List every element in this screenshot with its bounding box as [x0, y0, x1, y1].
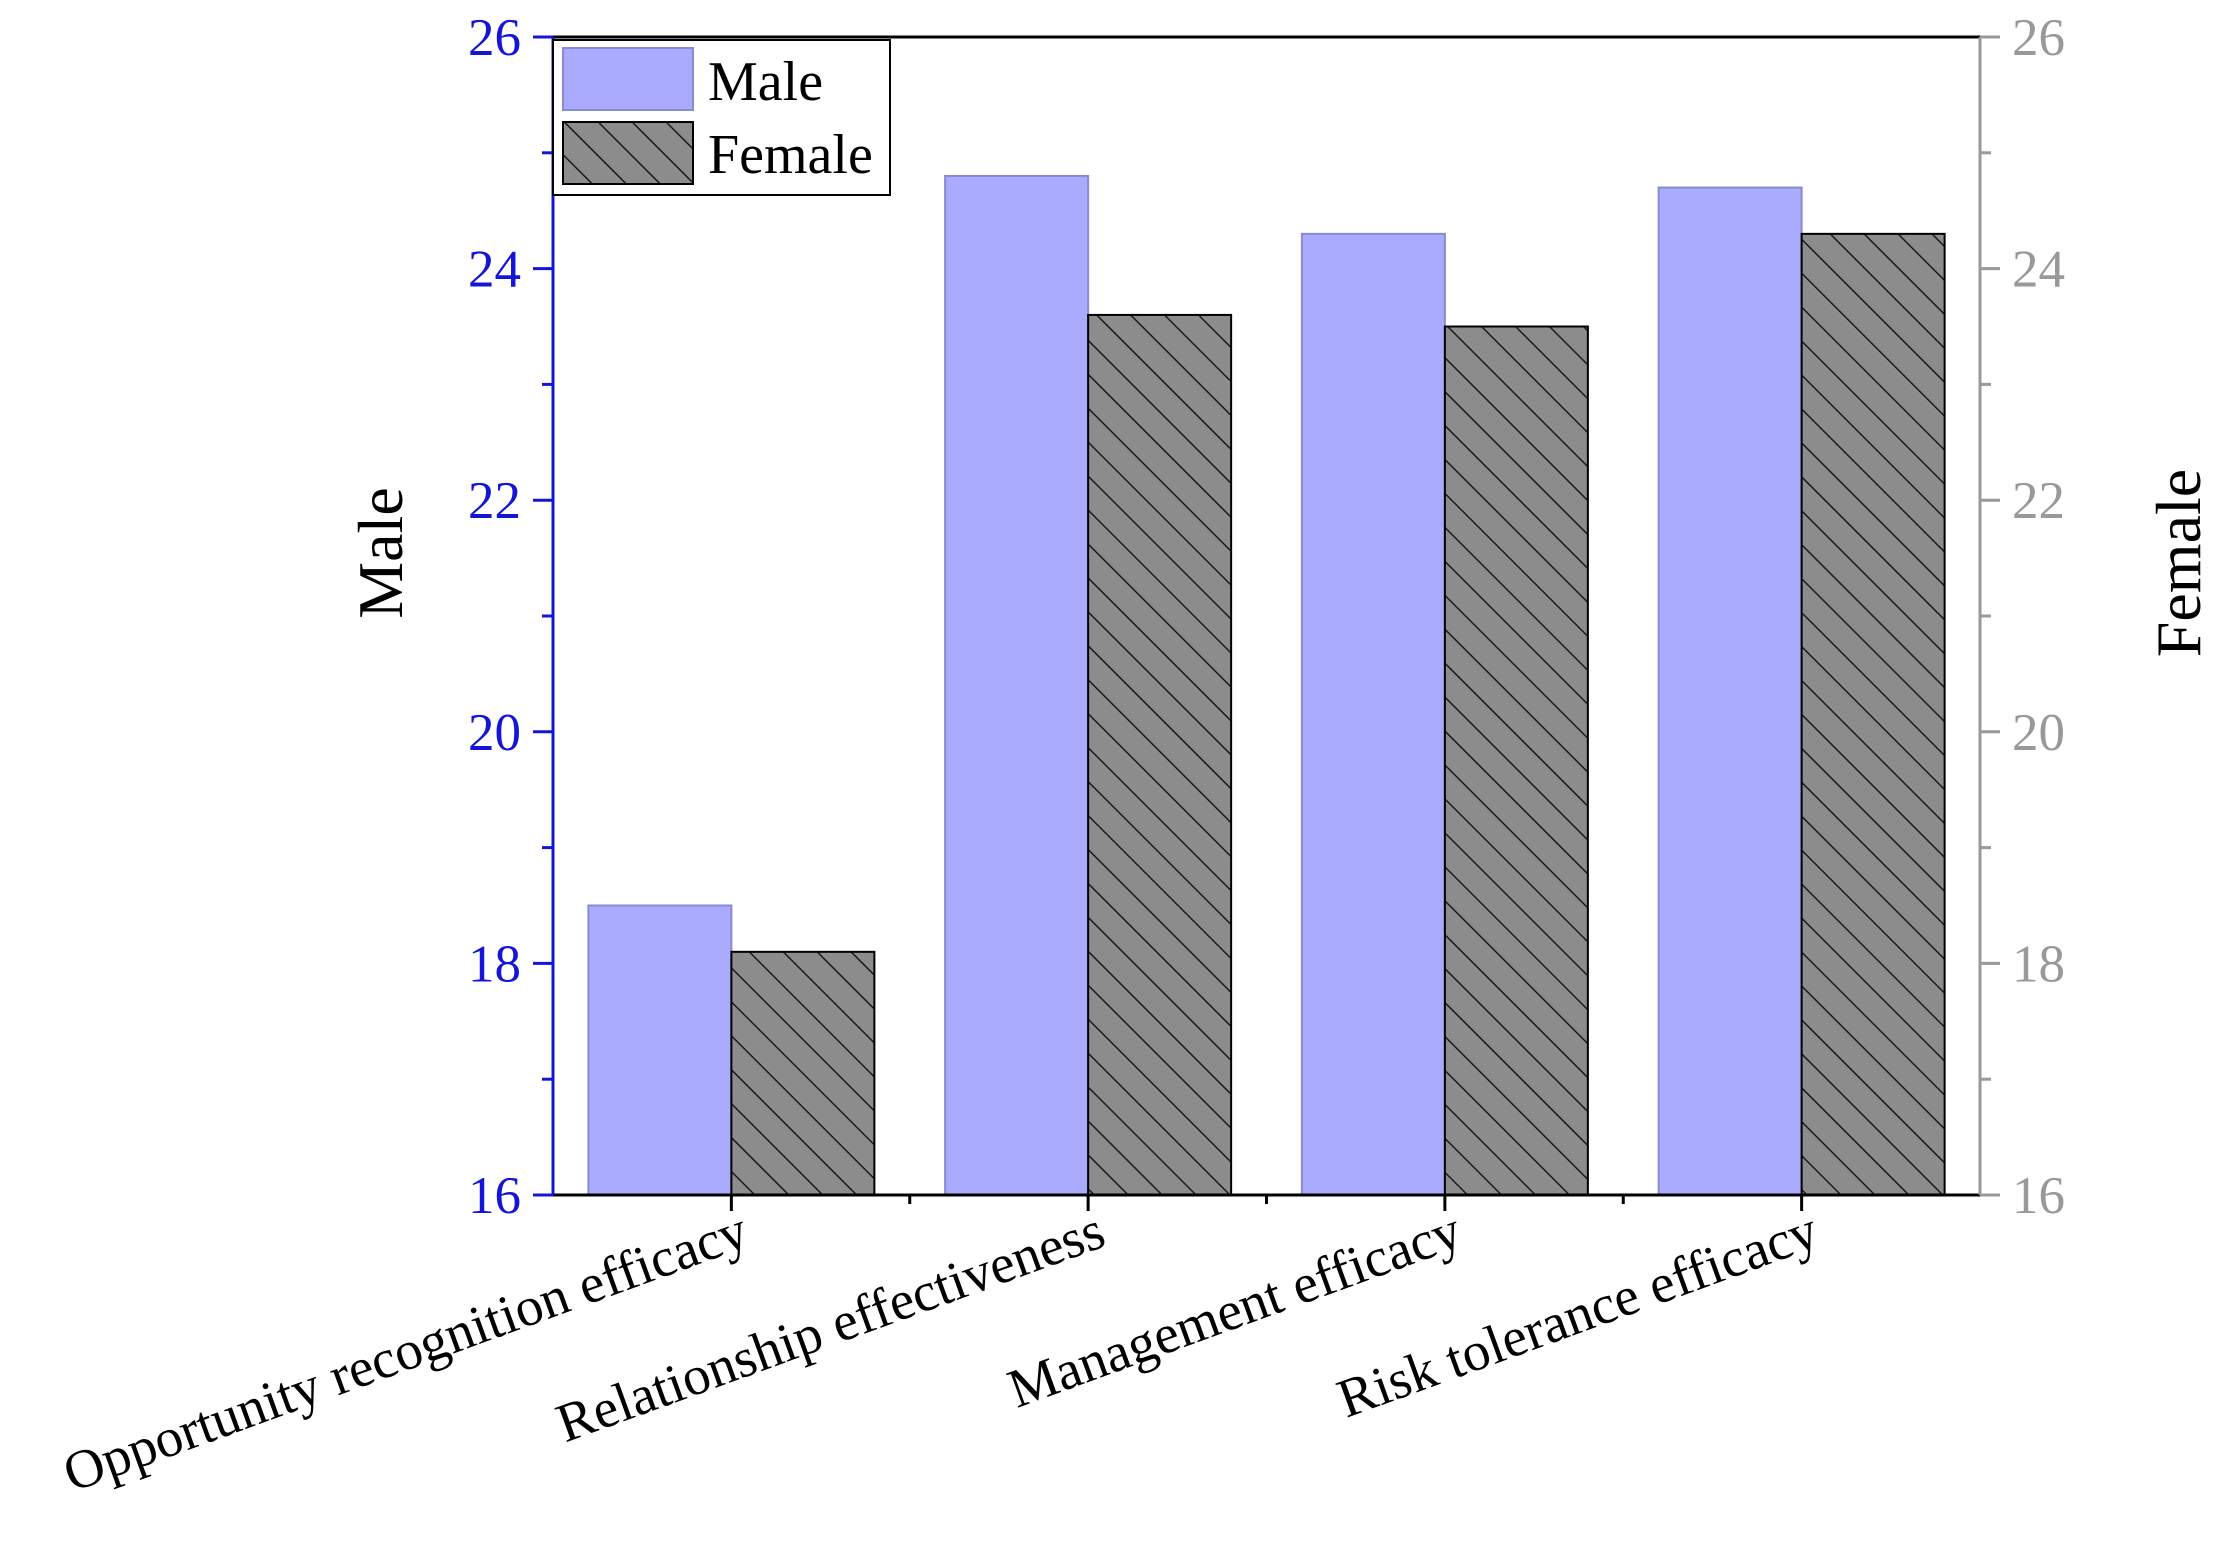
x-tick-label-0: Opportunity recognition efficacy — [55, 1199, 756, 1504]
y-axis-title-right: Female — [2143, 469, 2214, 657]
legend: Male Female — [552, 39, 891, 196]
y-tick-label-left-2: 20 — [468, 704, 521, 762]
y-tick-label-left-3: 22 — [468, 472, 521, 530]
y-tick-label-right-3: 22 — [2012, 472, 2065, 530]
legend-swatch-female — [562, 121, 694, 185]
y-tick-label-left-1: 18 — [468, 935, 521, 993]
y-axis-title-left: Male — [345, 487, 416, 619]
legend-label-female: Female — [708, 124, 873, 186]
bar-female-1 — [1087, 313, 1233, 1197]
y-tick-label-right-4: 24 — [2012, 241, 2065, 299]
y-tick-label-right-2: 20 — [2012, 704, 2065, 762]
bar-female-0 — [730, 950, 876, 1196]
legend-swatch-male — [562, 47, 694, 111]
legend-label-male: Male — [708, 51, 823, 113]
bar-female-2 — [1443, 325, 1589, 1196]
bar-male-2 — [1300, 232, 1446, 1197]
y-tick-label-right-5: 26 — [2012, 9, 2065, 67]
y-tick-label-right-0: 16 — [2012, 1167, 2065, 1225]
y-tick-label-left-4: 24 — [468, 241, 521, 299]
bar-male-1 — [944, 174, 1090, 1196]
y-tick-label-right-1: 18 — [2012, 935, 2065, 993]
bar-male-3 — [1657, 186, 1803, 1197]
y-tick-label-left-0: 16 — [468, 1167, 521, 1225]
y-tick-label-left-5: 26 — [468, 9, 521, 67]
bar-male-0 — [587, 904, 733, 1196]
bar-female-3 — [1800, 232, 1946, 1197]
